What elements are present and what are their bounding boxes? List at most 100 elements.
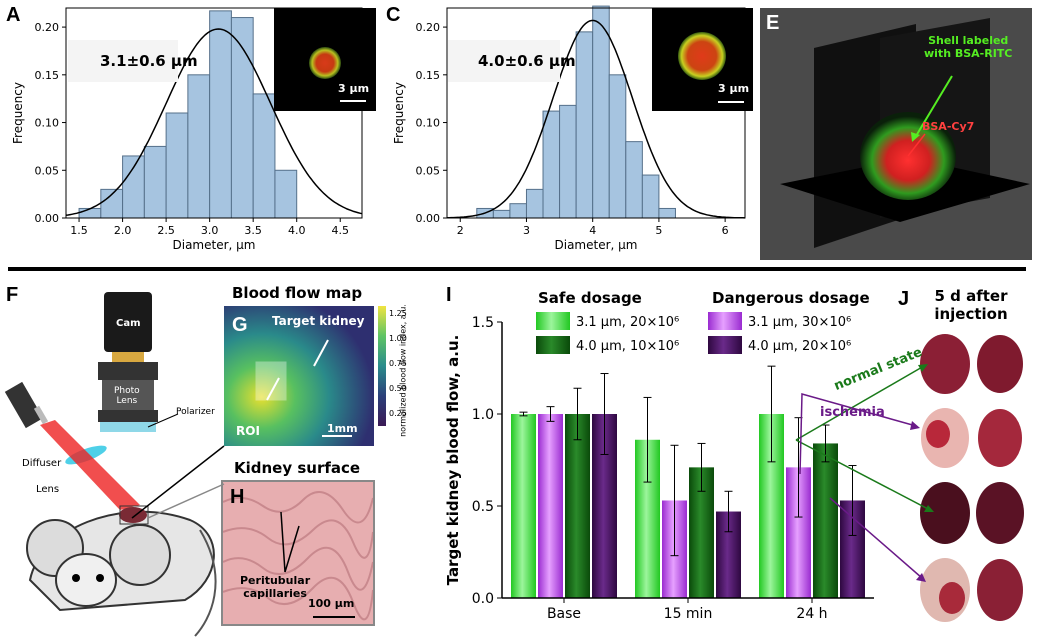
- x-tick-label: 3.0: [201, 224, 219, 237]
- lens-label: Lens: [36, 484, 60, 495]
- histogram-bar: [658, 207, 676, 219]
- shell-label: Shell labeled with BSA-RITC: [924, 34, 1012, 60]
- x-tick-label: 2.5: [157, 224, 175, 237]
- x-tick-label: 6: [722, 224, 729, 237]
- histogram-c: 2 3 4 5 6 0.00 0.05 0.10 0.15 0.20 Diameter, μm Fre…: [392, 5, 746, 252]
- histogram-bar: [252, 93, 276, 219]
- connector-lines: [131, 445, 225, 519]
- plot-frame: [65, 7, 363, 219]
- legend-swatch: [708, 336, 742, 354]
- polarizer-label: Polarizer: [176, 407, 215, 417]
- legend-label: 3.1 μm, 30×10⁶: [748, 315, 851, 330]
- histogram-bar: [542, 110, 561, 219]
- setup-illustration: [4, 292, 217, 637]
- x-axis-label: Diameter, μm: [173, 238, 256, 252]
- colorbar: [378, 306, 386, 426]
- kidney-title-line1: 5 d after: [934, 287, 1008, 305]
- panel-label-g: G: [232, 314, 248, 336]
- core-arrow: [907, 133, 926, 157]
- polarizer-filter: [100, 422, 156, 432]
- annotation-box-c: [448, 40, 560, 82]
- histogram-bar: [592, 5, 610, 219]
- x-axis-label: Diameter, μm: [555, 238, 638, 252]
- flow-gradient: [224, 306, 374, 446]
- bloodflow-bar-chart: Base 15 min 24 h 0.0 0.5 1.0 1.5 Target kidney …: [444, 312, 874, 622]
- histogram-bar: [559, 104, 577, 219]
- normal-arrow-1-head: [918, 364, 928, 372]
- gaussian-fit-line: [446, 19, 746, 219]
- histogram-bar: [122, 155, 145, 219]
- polarizer-leader: [147, 413, 179, 428]
- lens-ring-1: [98, 362, 158, 380]
- y-axis-label: Frequency: [11, 82, 25, 144]
- normal-arrow-2-head: [924, 505, 934, 512]
- histogram-bar: [143, 145, 167, 219]
- panel-label-f: F: [6, 284, 19, 306]
- legend-title-safe: Safe dosage: [538, 289, 642, 307]
- y-tick-label: 1.0: [472, 407, 494, 423]
- kidney-normal-1a: [920, 334, 970, 394]
- mouse-tail: [194, 529, 217, 637]
- bar: [813, 443, 838, 598]
- kidney-roi-box: [119, 505, 149, 525]
- panel-label-b: B: [280, 14, 295, 36]
- panel-label-d: D: [658, 14, 673, 36]
- blood-flow-map: [224, 306, 374, 446]
- microcapsule-b: [309, 47, 341, 79]
- target-kidney-label: Target kidney: [272, 314, 365, 328]
- legend-title-danger: Dangerous dosage: [712, 289, 870, 307]
- state-arrows: [795, 364, 934, 582]
- kidney-lesion-1: [926, 420, 950, 448]
- x-tick-label: 3.5: [244, 224, 262, 237]
- capillary-pattern: [223, 491, 373, 524]
- diffuser-plate: [33, 405, 49, 425]
- gaussian-fit-line: [65, 28, 363, 217]
- panel-label-e: E: [766, 12, 780, 34]
- lens-body: [102, 380, 154, 410]
- blood-flow-title: Blood flow map: [232, 284, 363, 302]
- photolens-line2: Lens: [116, 396, 138, 406]
- kidney-photos: [920, 334, 1024, 622]
- connector-h: [147, 483, 225, 519]
- kidney-surface-title: Kidney surface: [234, 459, 361, 477]
- roi-label: ROI: [236, 424, 260, 438]
- histogram-bar: [641, 174, 660, 219]
- kidney-ischemic-1b: [978, 409, 1022, 467]
- category-label: 15 min: [664, 606, 713, 622]
- mouse-eye-1: [72, 574, 80, 582]
- y-tick-label: 0.20: [35, 21, 60, 34]
- capillary-label-line1: Peritubular: [240, 574, 311, 587]
- core-label: BSA-Cy7: [922, 120, 975, 133]
- laser-beam: [40, 420, 140, 510]
- photolens-line1: Photo: [114, 386, 140, 396]
- x-tick-label: 4.0: [288, 224, 306, 237]
- histogram-bar: [625, 141, 643, 219]
- histogram-bar: [608, 74, 627, 219]
- lens-ring-2: [98, 410, 158, 422]
- legend-label: 3.1 μm, 20×10⁶: [576, 315, 679, 330]
- kidney-normal-1b: [977, 335, 1023, 393]
- bar: [565, 414, 590, 598]
- histogram-bar: [187, 74, 211, 219]
- legend-label: 4.0 μm, 10×10⁶: [576, 339, 679, 354]
- ischemia-arrow-2-head: [916, 573, 926, 582]
- y-tick-label: 0.05: [35, 164, 60, 177]
- divider-rule: [8, 267, 1026, 271]
- legend-swatch: [536, 336, 570, 354]
- annotation-a: 3.1±0.6 μm: [100, 52, 198, 70]
- colorbar-tick: 0.50: [389, 384, 407, 393]
- microcapsule-d: [678, 32, 726, 80]
- shell-arrow: [915, 75, 953, 137]
- photolens-label: Photo Lens: [114, 386, 140, 406]
- y-tick-label: 0.20: [416, 21, 441, 34]
- histogram-bar: [575, 31, 594, 219]
- kidney-lesion-2: [939, 582, 965, 614]
- capillary-pattern: [223, 546, 373, 591]
- y-axis-label: Target kidney blood flow, a.u.: [444, 335, 462, 586]
- camera-body: [104, 292, 152, 352]
- scalebar-label-h: 100 μm: [308, 597, 355, 610]
- panel-label-a: A: [6, 4, 21, 26]
- y-tick-label: 0.00: [35, 212, 60, 225]
- kidney-title: 5 d after injection: [926, 287, 1016, 323]
- normal-arrow-2: [795, 439, 931, 511]
